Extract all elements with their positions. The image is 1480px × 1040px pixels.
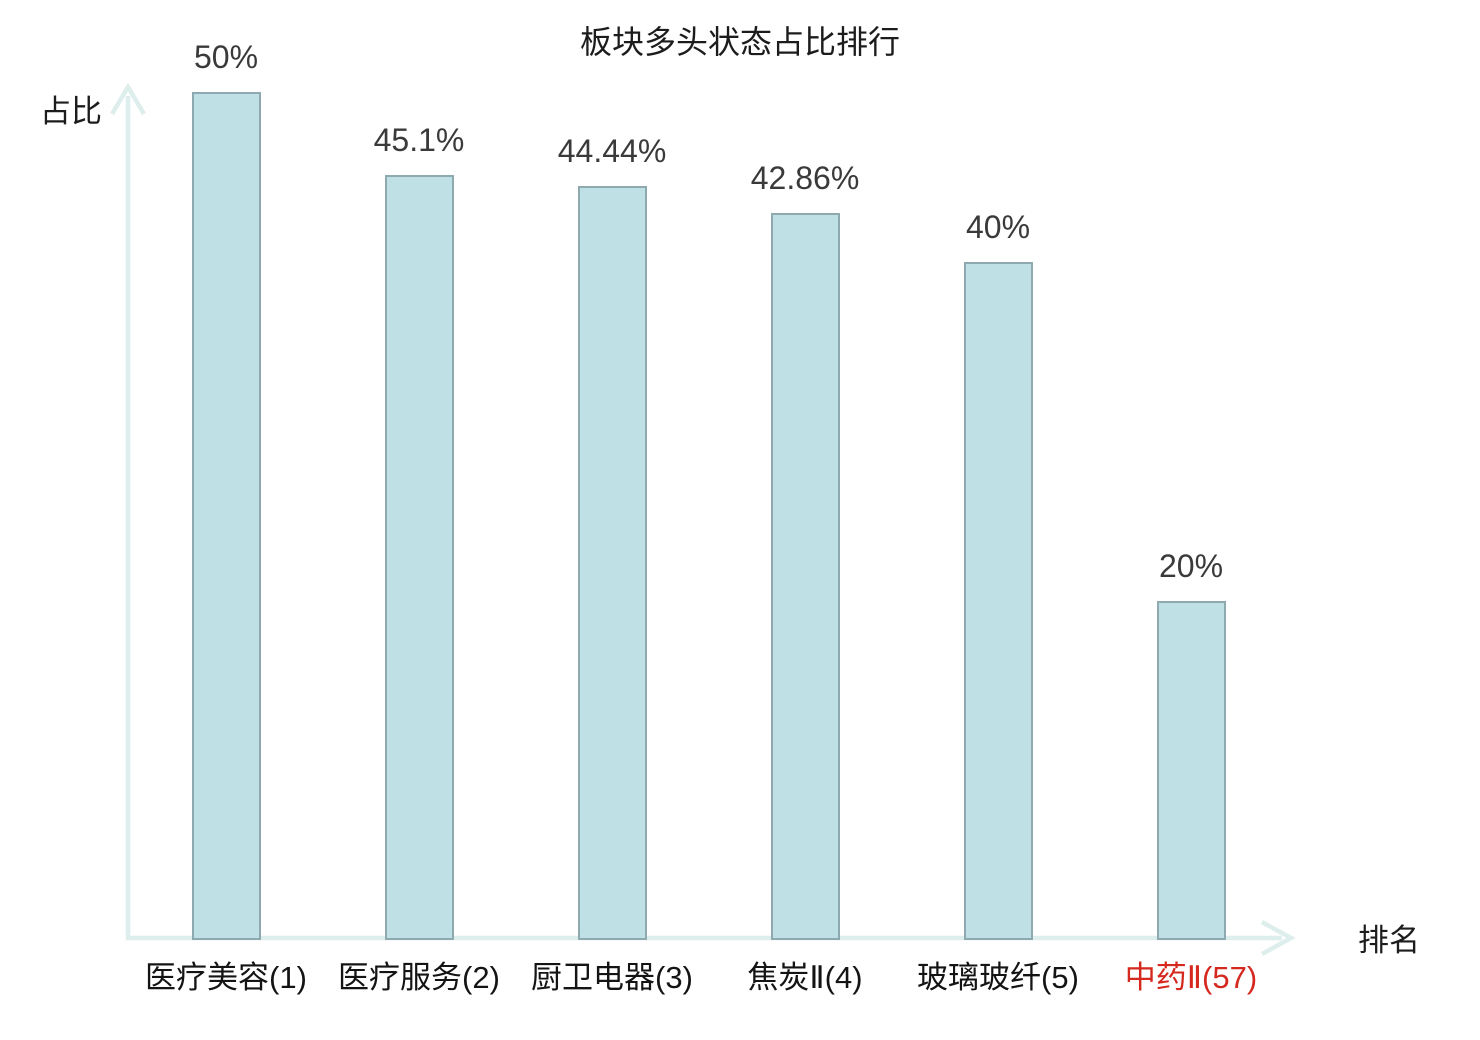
x-axis-arrow-icon	[1260, 920, 1296, 956]
bar	[191, 92, 261, 940]
x-tick-label: 焦炭Ⅱ(4)	[747, 960, 863, 995]
bar	[1156, 601, 1226, 940]
x-axis	[126, 920, 1296, 956]
bar-value-label: 42.86%	[750, 160, 860, 196]
x-tick-label: 玻璃玻纤(5)	[917, 960, 1079, 995]
y-axis	[110, 82, 146, 940]
bar-value-label: 44.44%	[557, 133, 667, 169]
bar	[384, 175, 454, 940]
bar-value-label: 40%	[965, 209, 1031, 245]
x-tick-label: 厨卫电器(3)	[531, 960, 693, 995]
chart-title: 板块多头状态占比排行	[579, 24, 900, 60]
y-axis-label: 占比	[40, 94, 102, 129]
bar-value-label: 50%	[193, 39, 259, 75]
bar-value-label: 20%	[1158, 548, 1224, 584]
bar	[770, 213, 840, 940]
bar	[577, 186, 647, 940]
bar-value-label: 45.1%	[373, 122, 465, 158]
x-tick-label: 医疗服务(2)	[338, 960, 500, 995]
x-axis-label: 排名	[1358, 923, 1420, 958]
x-tick-label: 中药Ⅱ(57)	[1124, 960, 1258, 995]
x-tick-label: 医疗美容(1)	[145, 960, 307, 995]
y-axis-arrow-icon	[110, 82, 146, 116]
bar	[963, 262, 1033, 940]
